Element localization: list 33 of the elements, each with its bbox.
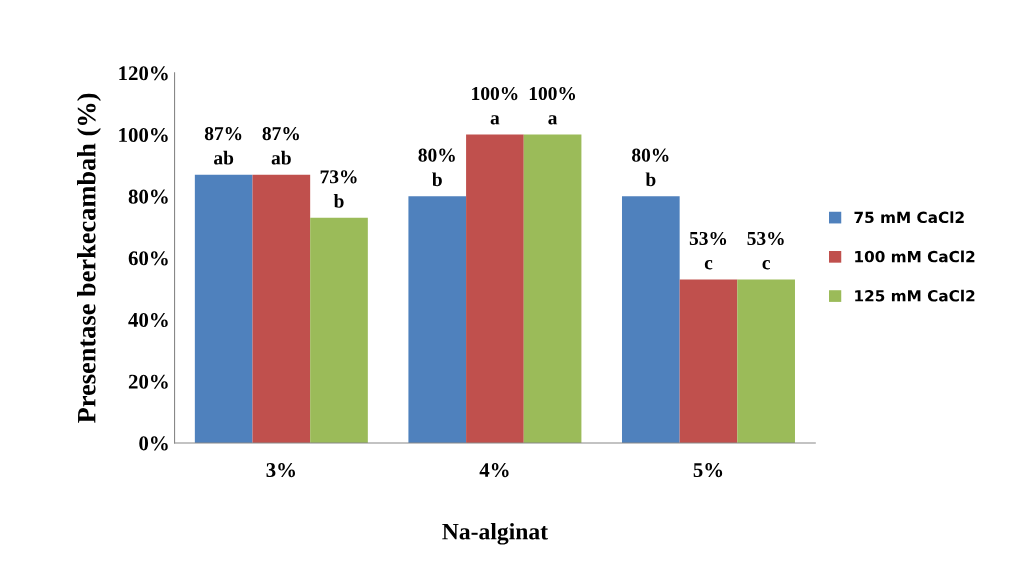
bar [252, 174, 311, 443]
y-tick-label: 120% [119, 66, 168, 81]
y-tick-label: 60% [128, 251, 168, 266]
y-tick-label: 0% [139, 436, 168, 451]
y-tick-label: 80% [128, 189, 168, 204]
y-axis-title: Presentase berkecambah (%) [77, 93, 101, 423]
legend-label: 125 mM CaCl2 [855, 289, 975, 302]
data-label: 100% a [472, 86, 518, 125]
bar [194, 174, 253, 443]
bar [408, 196, 467, 443]
x-tick-label: 3% [266, 463, 296, 478]
data-label: 80% b [632, 148, 669, 187]
data-label: 87% ab [262, 127, 299, 165]
data-label: 53% c [747, 231, 784, 270]
y-tick-label: 40% [128, 312, 168, 328]
x-axis-title: Na-alginat [442, 522, 548, 545]
bar [621, 196, 680, 443]
bar [523, 134, 582, 443]
x-tick-label: 4% [479, 463, 509, 478]
legend-label: 100 mM CaCl2 [855, 250, 975, 263]
data-label: 100% a [529, 86, 576, 125]
data-label: 87% ab [204, 127, 242, 165]
bar [679, 279, 738, 443]
legend-label: 75 mM CaCl2 [854, 211, 964, 224]
y-tick-label: 100% [119, 127, 168, 143]
bar [466, 134, 524, 443]
bar [737, 279, 795, 443]
bar [310, 217, 368, 443]
y-tick-label: 20% [128, 374, 168, 389]
data-label: 80% b [418, 148, 455, 187]
x-tick-label: 5% [693, 463, 723, 478]
data-label: 53% c [689, 231, 727, 270]
data-label: 73% b [320, 170, 357, 208]
